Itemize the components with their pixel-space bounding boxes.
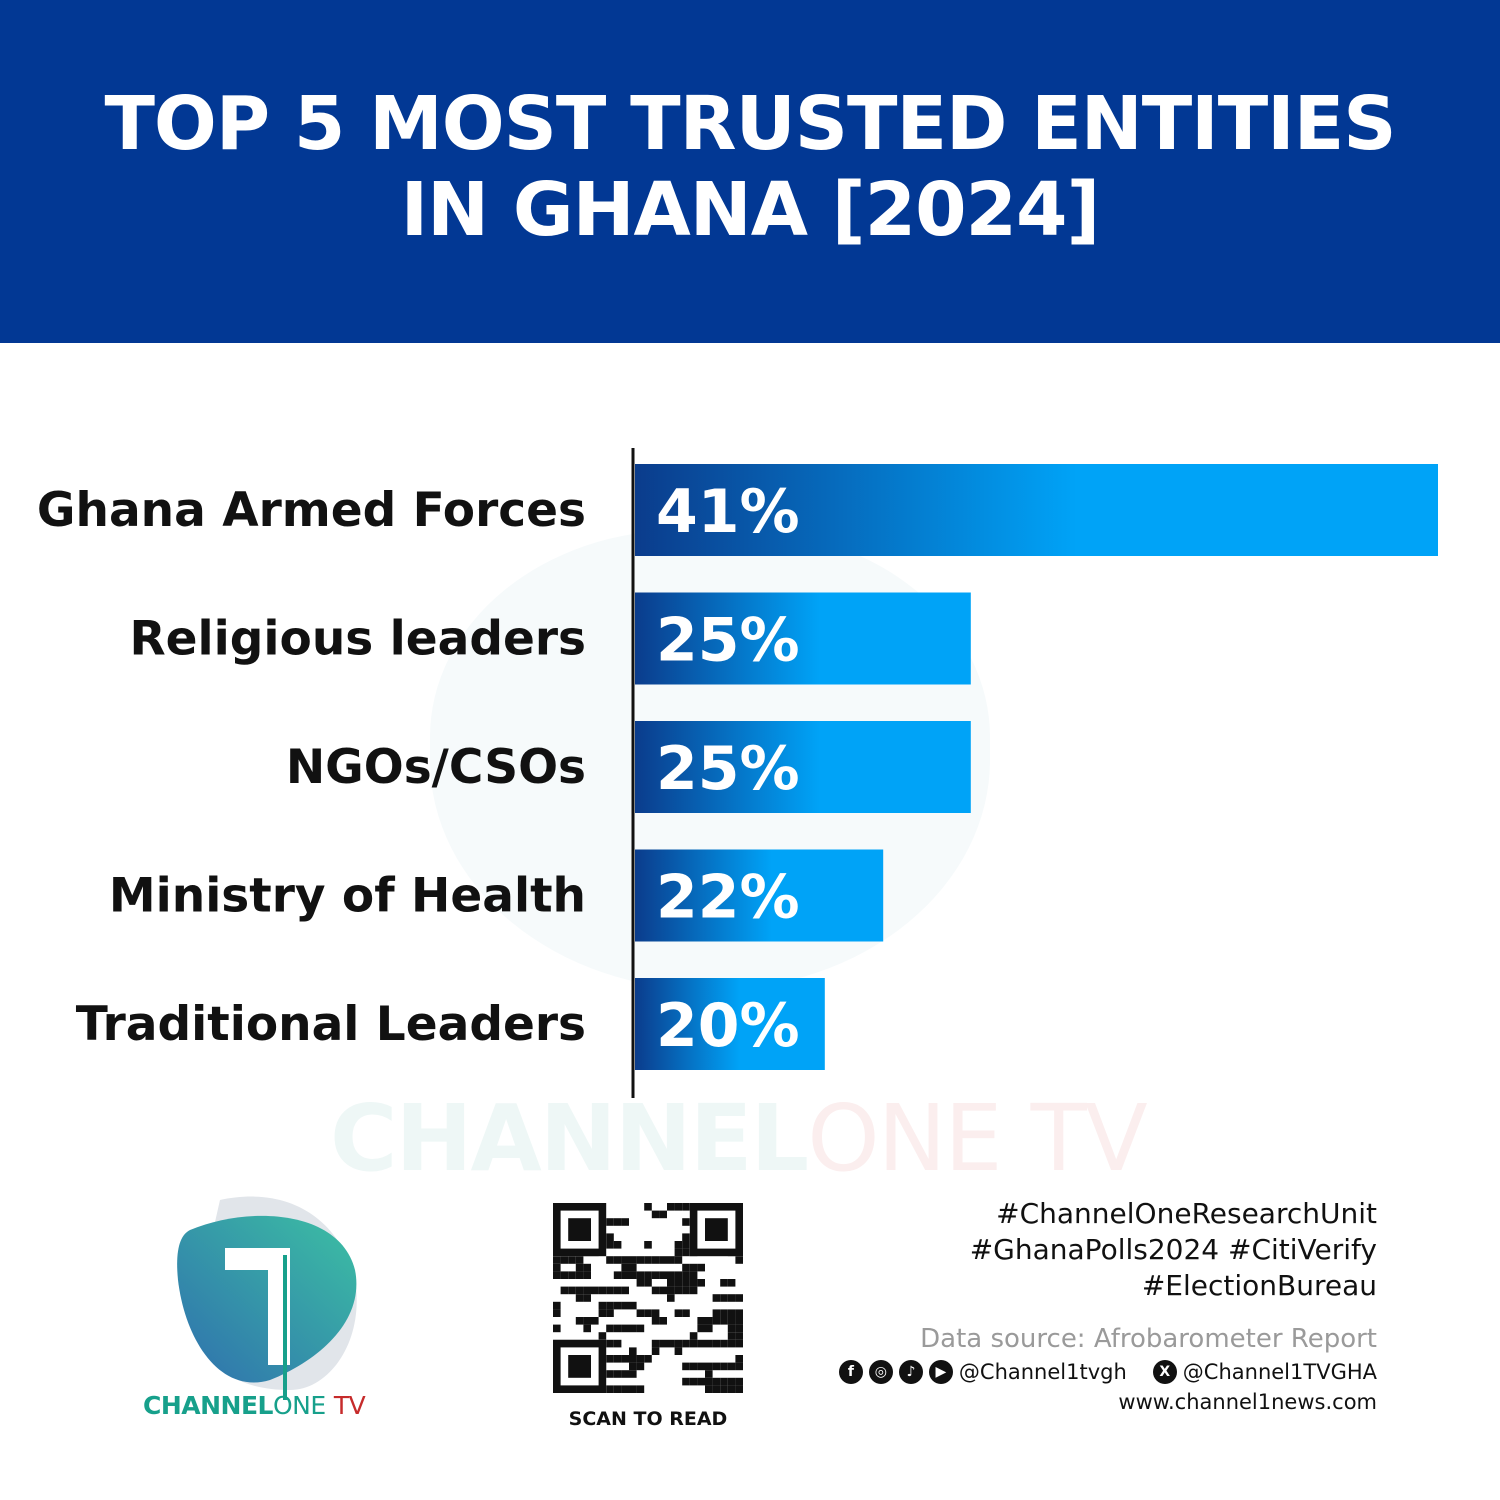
category-label: Religious leaders xyxy=(129,612,586,667)
qr-code[interactable] xyxy=(553,1203,743,1393)
category-label: Ghana Armed Forces xyxy=(37,483,586,538)
value-label: 20% xyxy=(656,991,800,1061)
bar xyxy=(635,721,971,813)
value-label: 41% xyxy=(656,477,800,547)
bar-chart: Ghana Armed Forces 41% Religious leaders 25… xyxy=(37,448,1438,1098)
tiktok-icon[interactable]: ♪ xyxy=(898,1360,923,1384)
website-link[interactable]: www.channel1news.com xyxy=(1118,1390,1377,1414)
bar xyxy=(635,849,884,942)
x-handle[interactable]: @Channel1TVGHA xyxy=(1182,1360,1377,1384)
bar xyxy=(635,592,971,685)
category-label: Ministry of Health xyxy=(109,869,586,924)
facebook-icon[interactable]: f xyxy=(838,1360,863,1384)
value-label: 25% xyxy=(656,606,800,676)
bar xyxy=(635,464,1438,556)
category-label: NGOs/CSOs xyxy=(286,740,586,795)
qr-caption: SCAN TO READ xyxy=(568,1408,728,1430)
category-label: Traditional Leaders xyxy=(76,997,586,1052)
instagram-icon[interactable]: ◎ xyxy=(868,1360,893,1384)
channel-one-logo xyxy=(177,1196,357,1400)
hashtag-line: #ChannelOneResearchUnit xyxy=(996,1197,1377,1230)
hashtag-line: #ElectionBureau xyxy=(1141,1269,1377,1302)
data-source: Data source: Afrobarometer Report xyxy=(920,1324,1377,1354)
value-label: 22% xyxy=(656,863,800,933)
value-label: 25% xyxy=(656,734,800,804)
title-line-1: TOP 5 MOST TRUSTED ENTITIES xyxy=(104,80,1396,167)
hashtag-line: #GhanaPolls2024 #CitiVerify xyxy=(969,1233,1377,1266)
social-handle[interactable]: @Channel1tvgh xyxy=(958,1360,1127,1384)
header-banner: TOP 5 MOST TRUSTED ENTITIES IN GHANA [20… xyxy=(0,0,1500,343)
x-icon[interactable]: X xyxy=(1152,1360,1177,1384)
logo-wordmark: CHANNELONE TV xyxy=(143,1391,366,1420)
page-title: TOP 5 MOST TRUSTED ENTITIES IN GHANA [20… xyxy=(104,80,1396,253)
footer-info: #ChannelOneResearchUnit #GhanaPolls2024 … xyxy=(838,1196,1377,1414)
bar xyxy=(635,978,825,1070)
watermark-text: CHANNELONE TV xyxy=(330,1085,1148,1192)
title-line-2: IN GHANA [2024] xyxy=(400,166,1101,253)
youtube-icon[interactable]: ▶ xyxy=(928,1360,953,1384)
